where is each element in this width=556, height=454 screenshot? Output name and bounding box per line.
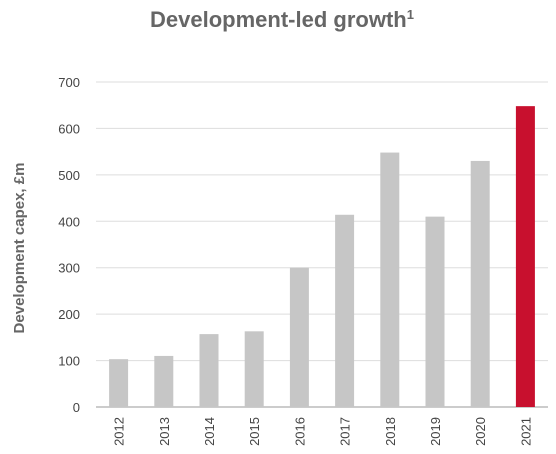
- x-tick-label-2019: 2019: [428, 417, 443, 446]
- y-tick-label: 500: [58, 168, 80, 183]
- x-tick-label-2021: 2021: [518, 417, 533, 446]
- x-tick-label-2017: 2017: [338, 417, 353, 446]
- x-tick-labels: 2012 2013 2014 2015 2016 2017 2018 2019 2020 2021: [112, 417, 534, 446]
- y-tick-label: 700: [58, 75, 80, 90]
- y-tick-label: 300: [58, 261, 80, 276]
- x-tick-label-2012: 2012: [112, 417, 127, 446]
- x-tick-label-2018: 2018: [383, 417, 398, 446]
- chart-title-superscript: 1: [407, 7, 414, 22]
- x-tick-label-2014: 2014: [202, 417, 217, 446]
- x-tick-label-2016: 2016: [292, 417, 307, 446]
- bar-2017: [335, 214, 355, 407]
- x-tick-label-2020: 2020: [473, 417, 488, 446]
- y-tick-label: 600: [58, 121, 80, 136]
- chart-title: Development-led growth1: [150, 7, 414, 32]
- chart-title-text: Development-led growth: [150, 7, 407, 32]
- y-axis-label: Development capex, £m: [11, 163, 28, 334]
- y-tick-label: 0: [73, 400, 80, 415]
- bar-2016: [289, 267, 309, 407]
- y-tick-label: 100: [58, 354, 80, 369]
- bar-2021: [515, 106, 535, 408]
- bar-2014: [199, 334, 219, 407]
- bar-2013: [154, 355, 174, 407]
- y-tick-labels: 0 100 200 300 400 500 600 700: [58, 75, 80, 415]
- y-tick-label: 400: [58, 214, 80, 229]
- bar-2015: [244, 331, 264, 407]
- bars: [109, 106, 535, 408]
- bar-2012: [109, 359, 129, 407]
- y-tick-label: 200: [58, 307, 80, 322]
- x-tick-label-2013: 2013: [157, 417, 172, 446]
- x-tick-label-2015: 2015: [247, 417, 262, 446]
- bar-2019: [425, 216, 445, 407]
- bar-2018: [380, 152, 400, 407]
- bar-2020: [470, 160, 490, 407]
